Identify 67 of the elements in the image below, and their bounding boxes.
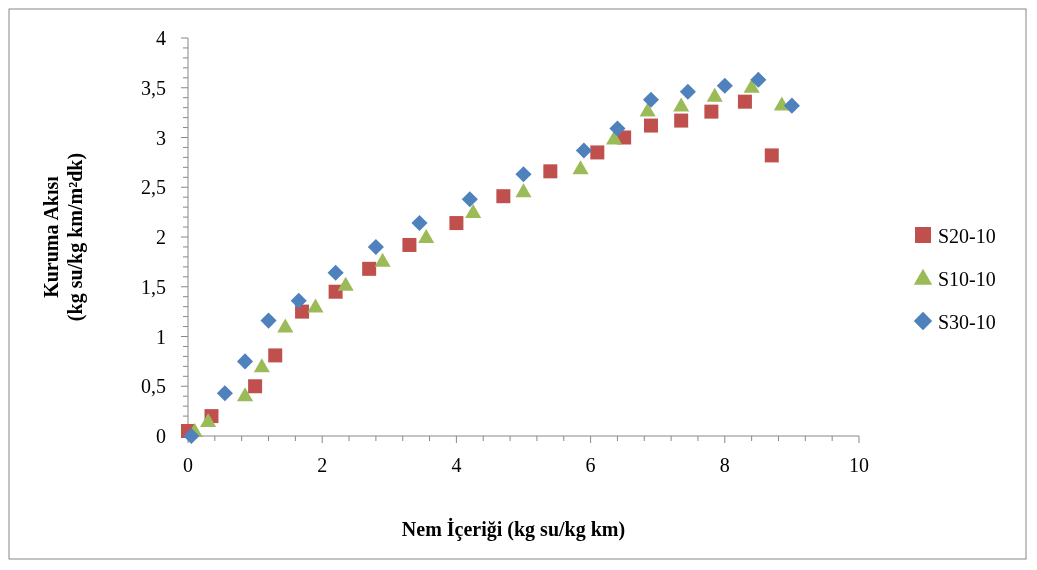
y-tick-label: 3,5	[141, 76, 166, 99]
point	[609, 120, 626, 137]
x-tick-label: 8	[719, 454, 730, 476]
point	[706, 87, 723, 102]
point	[575, 142, 592, 159]
y-axis-title: Kuruma Akısı (kg su/kg km/m²dk)	[40, 152, 87, 322]
x-tick-label: 6	[585, 454, 596, 476]
point	[639, 102, 656, 117]
y-tick-label: 1	[156, 325, 166, 348]
y-tick-label: 0	[156, 425, 166, 447]
point	[572, 160, 589, 175]
point	[367, 238, 384, 255]
point	[200, 413, 217, 428]
point	[449, 216, 464, 231]
point	[783, 97, 800, 114]
x-axis-title: Nem İçeriği (kg su/kg km)	[401, 517, 626, 541]
point	[307, 298, 324, 313]
point	[418, 228, 435, 243]
point	[268, 348, 283, 363]
point	[515, 183, 532, 198]
x-tick-label: 2	[317, 454, 328, 476]
point	[643, 118, 658, 133]
point	[290, 292, 307, 309]
y-tick-label: 2	[156, 226, 166, 248]
point	[260, 312, 277, 329]
legend-label: S10-10	[938, 268, 996, 290]
point	[248, 379, 263, 394]
y-tick-label: 0,5	[141, 375, 166, 398]
point	[679, 83, 696, 100]
point	[411, 215, 428, 232]
point	[216, 385, 233, 402]
legend-label: S20-10	[938, 225, 996, 247]
point	[716, 77, 733, 94]
y-tick-label: 4	[156, 27, 166, 49]
point	[764, 148, 779, 163]
y-tick-label: 2,5	[141, 176, 166, 199]
x-tick-label: 0	[183, 454, 193, 476]
point	[465, 204, 482, 219]
point	[704, 104, 719, 119]
x-tick-label: 10	[849, 454, 869, 476]
point	[496, 189, 511, 204]
point	[743, 78, 760, 93]
x-tick-label: 4	[451, 454, 462, 476]
point	[402, 237, 417, 252]
point	[543, 164, 558, 179]
point	[253, 358, 270, 373]
point	[295, 304, 310, 319]
point	[515, 166, 532, 183]
point	[327, 264, 344, 281]
y-tick-label: 3	[156, 126, 166, 149]
point	[183, 427, 200, 445]
point	[737, 94, 752, 109]
point	[673, 97, 690, 112]
y-tick-label: 1,5	[141, 275, 166, 298]
point	[461, 191, 478, 208]
point	[773, 96, 790, 111]
legend-label: S30-10	[938, 311, 996, 333]
point	[337, 276, 354, 291]
point	[374, 252, 391, 267]
point	[590, 145, 605, 160]
point	[277, 318, 294, 333]
point	[642, 91, 660, 108]
point	[674, 113, 689, 128]
point	[236, 353, 254, 370]
point	[750, 71, 767, 88]
point	[362, 261, 377, 276]
point	[236, 387, 254, 402]
